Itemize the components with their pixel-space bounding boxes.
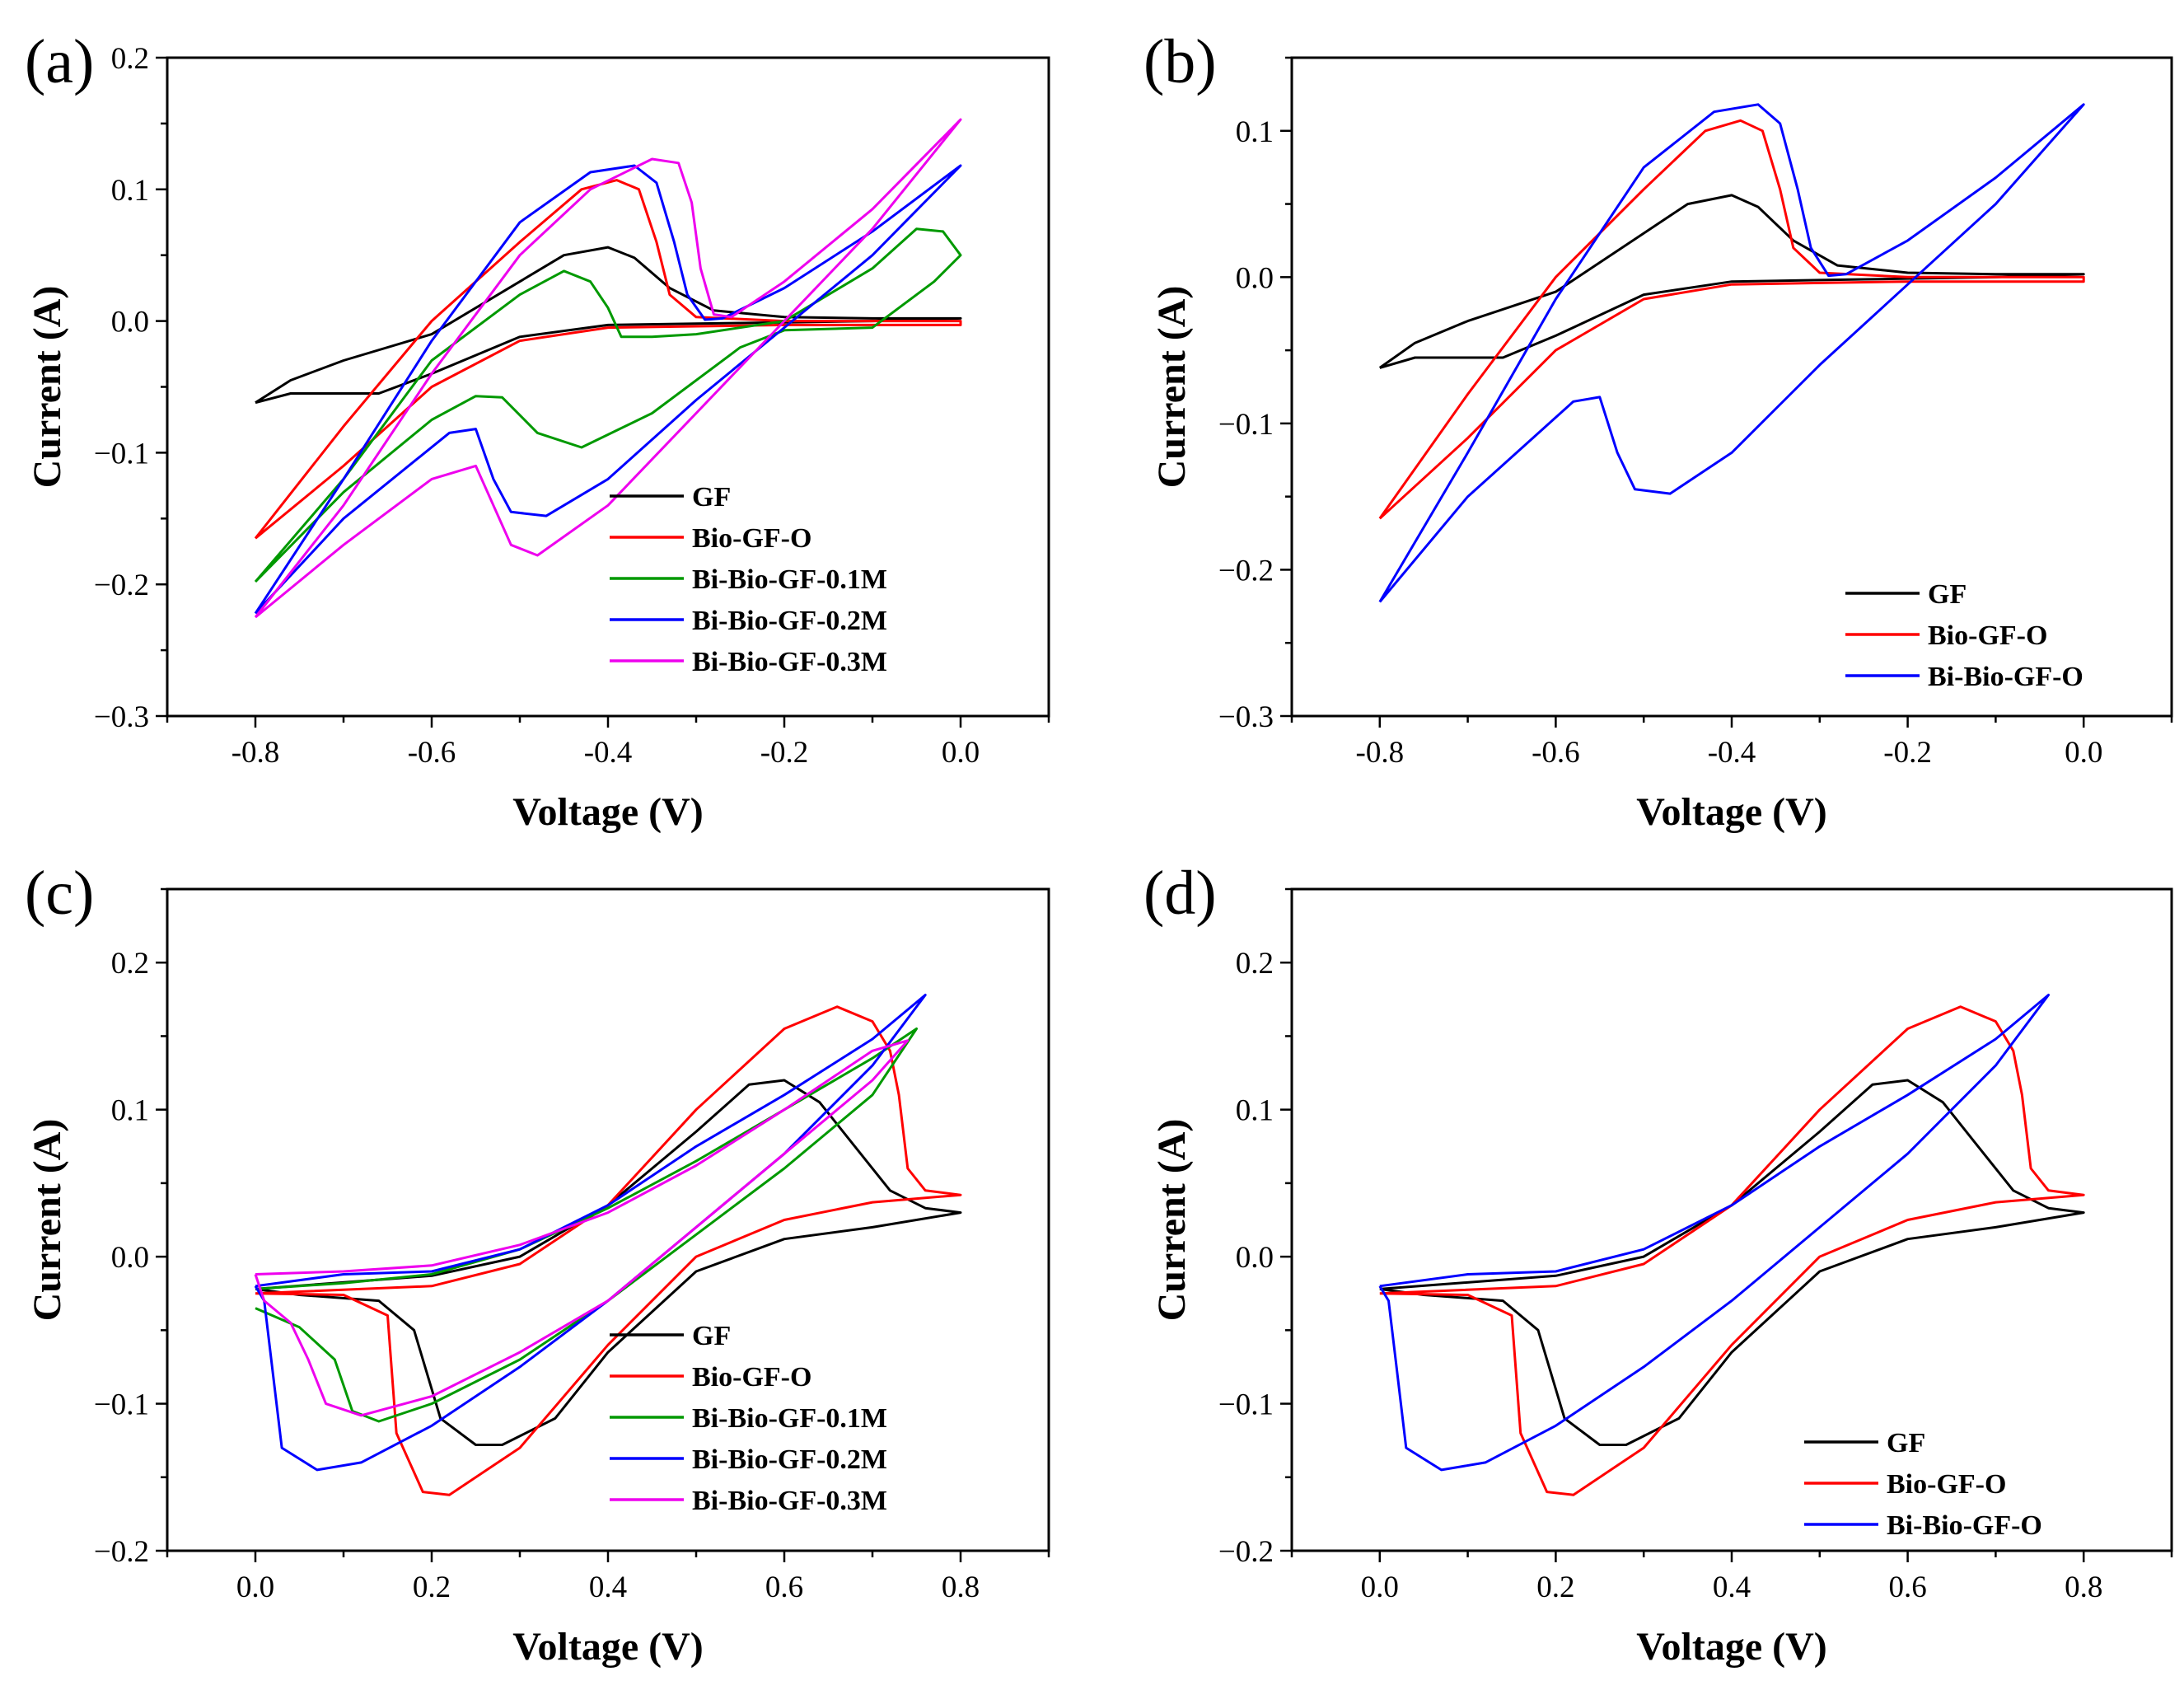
- series-line-bi-bio-gf-0-3m: [254, 118, 962, 619]
- y-tick-label: −0.3: [94, 700, 149, 734]
- x-tick-label: 0.2: [413, 1571, 451, 1604]
- x-tick-label: 0.8: [942, 1571, 980, 1604]
- x-tick-label: -0.8: [1356, 736, 1405, 770]
- x-tick-label: -0.2: [1883, 736, 1932, 770]
- legend-label: Bio-GF-O: [692, 1362, 811, 1393]
- y-tick-label: 0.0: [1236, 261, 1274, 295]
- legend: GF Bio-GF-O Bi-Bio-GF-O: [1845, 579, 2083, 692]
- x-tick-label: -0.6: [1532, 736, 1580, 770]
- chart-panel-2: (b) -0.8 -0.6 -0.4 -0.2 0.0 −0.3 −0.2 −0.1 0.0 0.1…: [1143, 27, 2173, 834]
- y-tick-label: −0.2: [1218, 554, 1274, 588]
- y-tick-label: −0.2: [94, 569, 149, 602]
- y-tick-label: 0.0: [1236, 1241, 1274, 1275]
- series-line-bio-gf-o: [1378, 119, 2085, 520]
- legend-label: Bi-Bio-GF-0.1M: [692, 564, 887, 595]
- series-line-bi-bio-gf-0-3m: [254, 1039, 910, 1417]
- series-line-bio-gf-o: [254, 179, 962, 540]
- series-line-bio-gf-o: [255, 1005, 962, 1496]
- charts-layer: (a) -0.8 -0.6 -0.4 -0.2 0.0 −0.3 −0.2 −0.1 0.0 0.1…: [25, 27, 2173, 1669]
- y-axis-title: Current (A): [1150, 1119, 1194, 1322]
- x-tick-label: 0.4: [589, 1571, 627, 1604]
- legend: GF Bio-GF-O Bi-Bio-GF-0.1M Bi-Bio-GF-0.2M Bi…: [610, 1321, 887, 1516]
- y-tick-label: 0.2: [111, 947, 149, 981]
- y-tick-label: −0.2: [1218, 1535, 1274, 1569]
- legend-label: GF: [692, 482, 731, 513]
- y-tick-label: −0.2: [94, 1535, 149, 1569]
- y-tick-label: 0.1: [111, 174, 149, 208]
- x-tick-label: -0.6: [408, 736, 456, 770]
- legend-label: GF: [1887, 1428, 1925, 1458]
- series-line-bi-bio-gf-0-2m: [254, 164, 962, 615]
- y-tick-label: 0.1: [1236, 115, 1274, 149]
- panel-label: (d): [1143, 859, 1217, 928]
- x-tick-label: 0.0: [2065, 736, 2102, 770]
- panel-label: (a): [25, 27, 94, 96]
- legend-label: Bi-Bio-GF-0.3M: [692, 1486, 887, 1516]
- x-tick-label: 0.6: [1888, 1571, 1926, 1604]
- series-line-gf: [1379, 1079, 2085, 1446]
- y-axis-title: Current (A): [1150, 286, 1194, 489]
- series-line-gf: [255, 246, 962, 405]
- legend-label: Bi-Bio-GF-0.2M: [692, 1444, 887, 1475]
- legend-label: Bio-GF-O: [1887, 1469, 2006, 1500]
- series-line-gf: [1378, 194, 2085, 369]
- y-tick-label: 0.0: [111, 306, 149, 339]
- chart-panel-1: (a) -0.8 -0.6 -0.4 -0.2 0.0 −0.3 −0.2 −0.1 0.0 0.1…: [25, 27, 1050, 834]
- legend-label: Bi-Bio-GF-0.3M: [692, 647, 887, 677]
- x-axis-title: Voltage (V): [512, 1625, 704, 1669]
- y-tick-label: −0.1: [1218, 408, 1274, 442]
- x-axis-title: Voltage (V): [512, 790, 704, 834]
- y-tick-label: −0.3: [1218, 700, 1274, 734]
- chart-panel-3: (c) 0.0 0.2 0.4 0.6 0.8 −0.2 −0.1 0.0 0.1 0.2 Volta…: [25, 859, 1050, 1669]
- legend: GF Bio-GF-O Bi-Bio-GF-O: [1804, 1428, 2042, 1541]
- x-tick-label: 0.0: [1361, 1571, 1399, 1604]
- y-tick-label: 0.1: [111, 1094, 149, 1128]
- legend-label: GF: [692, 1321, 731, 1351]
- x-tick-label: -0.4: [584, 736, 633, 770]
- panel-label: (b): [1143, 27, 1217, 96]
- legend-label: Bi-Bio-GF-O: [1887, 1510, 2042, 1541]
- series-line-bi-bio-gf-0-1m: [254, 227, 962, 583]
- x-tick-label: 0.8: [2065, 1571, 2102, 1604]
- legend-label: GF: [1928, 579, 1967, 610]
- series-line-bi-bio-gf-o: [1378, 994, 2050, 1472]
- legend: GF Bio-GF-O Bi-Bio-GF-0.1M Bi-Bio-GF-0.2M Bi…: [610, 482, 887, 677]
- x-tick-label: -0.8: [231, 736, 280, 770]
- legend-label: Bi-Bio-GF-0.2M: [692, 606, 887, 636]
- legend-label: Bi-Bio-GF-0.1M: [692, 1403, 887, 1434]
- y-tick-label: −0.1: [94, 437, 149, 470]
- legend-label: Bio-GF-O: [1928, 620, 2047, 651]
- x-tick-label: 0.6: [765, 1571, 803, 1604]
- y-tick-label: 0.1: [1236, 1094, 1274, 1128]
- legend-label: Bio-GF-O: [692, 523, 811, 554]
- x-tick-label: -0.2: [760, 736, 809, 770]
- y-tick-label: 0.2: [111, 42, 149, 76]
- y-tick-label: −0.1: [1218, 1388, 1274, 1422]
- panel-label: (c): [25, 859, 94, 928]
- x-axis-title: Voltage (V): [1636, 790, 1827, 834]
- series-line-gf: [255, 1079, 962, 1446]
- y-tick-label: −0.1: [94, 1388, 149, 1422]
- x-tick-label: -0.4: [1708, 736, 1756, 770]
- chart-panel-4: (d) 0.0 0.2 0.4 0.6 0.8 −0.2 −0.1 0.0 0.1 0.2 Volta…: [1143, 859, 2173, 1669]
- legend-label: Bi-Bio-GF-O: [1928, 662, 2083, 692]
- y-tick-label: 0.0: [111, 1241, 149, 1275]
- x-tick-label: 0.0: [236, 1571, 274, 1604]
- x-tick-label: 0.2: [1536, 1571, 1574, 1604]
- y-tick-label: 0.2: [1236, 947, 1274, 981]
- y-axis-title: Current (A): [26, 1119, 69, 1322]
- x-tick-label: 0.0: [942, 736, 980, 770]
- series-line-bio-gf-o: [1379, 1005, 2085, 1496]
- x-tick-label: 0.4: [1713, 1571, 1751, 1604]
- x-axis-title: Voltage (V): [1636, 1625, 1827, 1669]
- series-line-bi-bio-gf-o: [1378, 103, 2085, 603]
- y-axis-title: Current (A): [26, 286, 69, 489]
